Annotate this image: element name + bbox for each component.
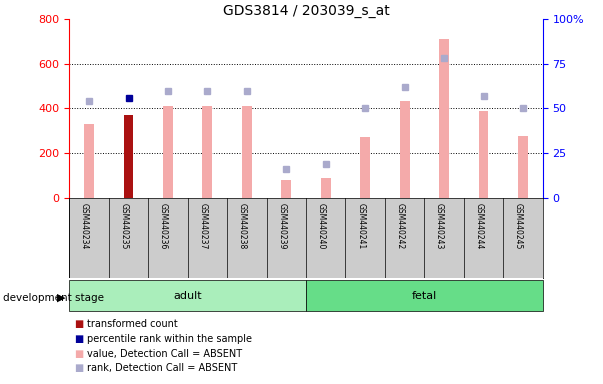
Bar: [124, 115, 133, 198]
Text: GSM440244: GSM440244: [475, 204, 484, 250]
Text: GSM440236: GSM440236: [159, 204, 168, 250]
Bar: [84, 124, 94, 198]
Bar: [242, 106, 252, 198]
Text: percentile rank within the sample: percentile rank within the sample: [87, 334, 253, 344]
Text: GSM440235: GSM440235: [119, 204, 128, 250]
Bar: [518, 136, 528, 198]
Text: GSM440243: GSM440243: [435, 204, 444, 250]
Bar: [282, 180, 291, 198]
Bar: [400, 101, 409, 198]
Text: ■: ■: [74, 349, 83, 359]
Text: ▶: ▶: [57, 293, 65, 303]
Text: GSM440238: GSM440238: [238, 204, 247, 250]
Text: GSM440242: GSM440242: [396, 204, 405, 250]
Bar: [321, 178, 330, 198]
Text: GSM440245: GSM440245: [514, 204, 523, 250]
Text: fetal: fetal: [412, 291, 437, 301]
Text: rank, Detection Call = ABSENT: rank, Detection Call = ABSENT: [87, 363, 238, 373]
FancyBboxPatch shape: [69, 280, 306, 311]
Bar: [163, 106, 173, 198]
Text: value, Detection Call = ABSENT: value, Detection Call = ABSENT: [87, 349, 242, 359]
Bar: [360, 137, 370, 198]
Text: GSM440239: GSM440239: [277, 204, 286, 250]
Text: ■: ■: [74, 334, 83, 344]
Text: transformed count: transformed count: [87, 319, 178, 329]
Title: GDS3814 / 203039_s_at: GDS3814 / 203039_s_at: [223, 4, 390, 18]
Bar: [203, 106, 212, 198]
Text: GSM440234: GSM440234: [80, 204, 89, 250]
Text: GSM440241: GSM440241: [356, 204, 365, 250]
Text: ■: ■: [74, 319, 83, 329]
Text: development stage: development stage: [3, 293, 104, 303]
Text: adult: adult: [174, 291, 202, 301]
Bar: [479, 111, 488, 198]
Text: GSM440240: GSM440240: [317, 204, 326, 250]
Text: ■: ■: [74, 363, 83, 373]
Text: GSM440237: GSM440237: [198, 204, 207, 250]
Bar: [439, 39, 449, 198]
FancyBboxPatch shape: [306, 280, 543, 311]
